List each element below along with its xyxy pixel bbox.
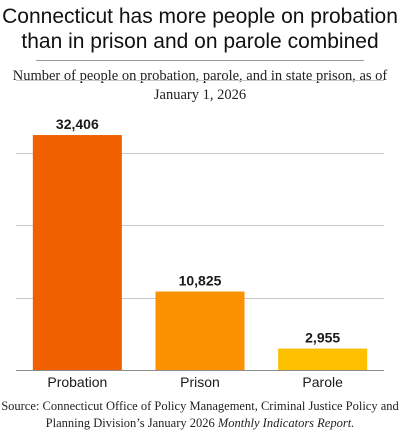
bar-prison [155,291,245,370]
data-label: 10,825 [179,273,222,289]
data-label: 2,955 [305,330,340,346]
source-text: Source: Connecticut Office of Policy Man… [1,399,399,430]
bar-chart: 32,406 Probation 10,825 Prison 2,955 Parole [16,80,384,390]
chart-title: Connecticut has more people on probation… [2,5,398,53]
data-label: 32,406 [56,116,99,132]
source-report-title: Monthly Indicators Report. [217,416,355,430]
x-tick-label: Parole [302,374,343,390]
x-tick-label: Prison [180,374,220,390]
x-tick-label: Probation [47,374,107,390]
bar-probation [32,135,122,370]
title-divider [36,60,364,61]
bar-parole [278,348,368,370]
source-note: Source: Connecticut Office of Policy Man… [0,398,400,432]
